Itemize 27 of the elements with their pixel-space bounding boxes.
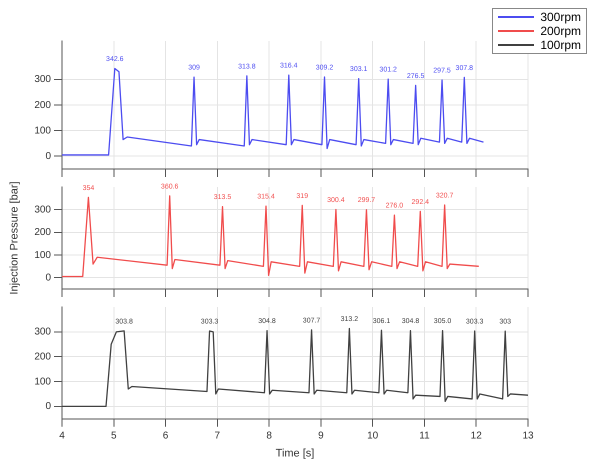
x-axis-title: Time [s] [276,447,314,460]
y-tick-label: 0 [45,150,52,162]
y-tick-label: 300 [34,74,52,86]
x-tick-label: 7 [214,430,221,442]
y-tick-label: 300 [34,326,52,338]
x-tick-label: 12 [470,430,482,442]
y-tick-label: 0 [45,401,52,412]
y-tick-label: 200 [34,351,52,362]
x-tick-label: 9 [318,430,324,442]
x-tick-label: 6 [162,430,169,442]
y-tick-label: 200 [34,100,52,111]
x-tick-label: 10 [367,430,379,442]
x-tick-label: 5 [110,430,117,442]
y-tick-label: 300 [34,204,52,216]
x-tick-label: 4 [59,430,66,442]
y-axis-title: Injection Pressure [bar] [8,181,21,295]
legend-label: 300rpm [540,10,581,24]
y-tick-label: 100 [34,125,52,136]
y-tick-label: 100 [34,250,52,261]
legend-label: 100rpm [540,38,581,52]
x-tick-label: 8 [266,430,272,442]
y-tick-label: 0 [45,272,52,284]
x-tick-label: 13 [522,430,534,442]
y-tick-label: 100 [34,376,52,388]
x-tick-label: 11 [419,430,430,442]
y-tick-label: 200 [34,227,52,238]
legend-label: 200rpm [540,24,581,38]
